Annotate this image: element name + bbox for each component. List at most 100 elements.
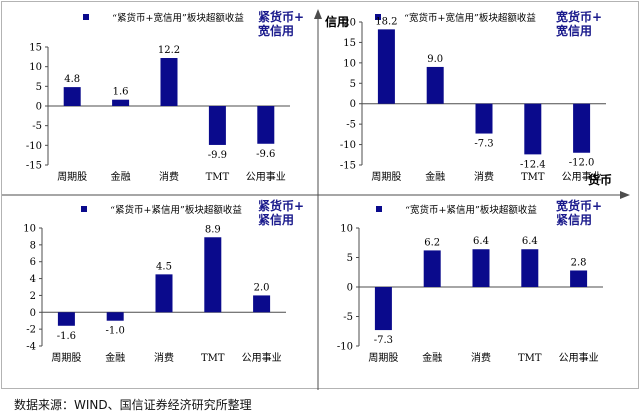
quadrant-vertical-arrowhead xyxy=(314,9,322,19)
x-tick-label: 周期股 xyxy=(57,171,87,183)
y-tick-label: -15 xyxy=(340,161,356,172)
chart-title: “紧货币+宽信用”板块超额收益 xyxy=(112,12,244,24)
data-label: 8.9 xyxy=(205,224,221,235)
data-label: -12.4 xyxy=(520,159,546,170)
data-label: 12.2 xyxy=(158,45,180,56)
y-tick-label: 5 xyxy=(36,82,42,93)
x-tick-label: TMT xyxy=(206,172,230,183)
y-tick-label: -4 xyxy=(26,342,36,353)
bar xyxy=(204,237,222,313)
x-tick-label: 消费 xyxy=(154,351,174,364)
bar xyxy=(106,312,124,321)
credit-axis-label: 信用 xyxy=(325,14,349,29)
bar xyxy=(253,295,271,313)
chart-title: “紧货币+紧信用”板块超额收益 xyxy=(110,204,242,216)
figure-frame xyxy=(1,1,639,389)
y-tick-label: 5 xyxy=(350,79,356,90)
y-tick-label: -10 xyxy=(26,141,42,152)
data-label: 6.4 xyxy=(522,236,538,247)
bar xyxy=(160,58,178,106)
data-label: -9.6 xyxy=(256,149,275,160)
bar xyxy=(570,270,588,287)
chart-panels: “紧货币+宽信用”板块超额收益 紧货币+宽信用-15-10-50510154.8周… xyxy=(23,9,606,364)
bar xyxy=(208,106,226,145)
quadrant-label: 宽信用 xyxy=(257,23,294,38)
quadrant-label: 宽货币+ xyxy=(555,9,602,24)
y-tick-label: 0 xyxy=(350,99,356,110)
bar xyxy=(573,103,591,153)
data-label: -1.0 xyxy=(106,326,125,337)
x-tick-label: 公用事业 xyxy=(242,351,282,364)
y-tick-label: 4 xyxy=(30,274,36,285)
quadrant-label: 宽信用 xyxy=(555,23,592,38)
y-tick-label: 0 xyxy=(30,308,36,319)
quadrant-label: 宽货币+ xyxy=(555,198,602,213)
y-tick-label: -5 xyxy=(346,120,356,131)
data-label: 2.0 xyxy=(254,282,270,293)
y-tick-label: 10 xyxy=(29,62,42,73)
y-tick-label: 15 xyxy=(29,43,42,54)
bar xyxy=(472,249,490,287)
bar xyxy=(112,99,130,106)
x-tick-label: 金融 xyxy=(422,351,442,364)
x-tick-label: 消费 xyxy=(159,170,179,183)
x-tick-label: 金融 xyxy=(425,170,445,183)
y-tick-label: -10 xyxy=(337,342,353,353)
money-axis-label: 货币 xyxy=(588,172,612,187)
x-tick-label: 公用事业 xyxy=(246,170,286,183)
y-tick-label: 10 xyxy=(343,58,356,69)
data-label: 4.5 xyxy=(156,261,172,272)
quadrant-label: 紧信用 xyxy=(258,212,294,227)
chart-panel-4: “宽货币+紧信用”板块超额收益 宽货币+紧信用 -10 -5 0 5 10 -7.3 周期股 6.… xyxy=(337,198,603,364)
data-label: 4.8 xyxy=(64,74,80,85)
y-tick-label: 10 xyxy=(340,224,353,235)
y-tick-label: 8 xyxy=(30,240,36,251)
x-tick-label: TMT xyxy=(518,353,542,364)
y-tick-label: 15 xyxy=(343,38,356,49)
legend-swatch xyxy=(376,206,382,212)
x-tick-label: TMT xyxy=(201,353,225,364)
legend-swatch xyxy=(81,206,87,212)
x-tick-label: 金融 xyxy=(105,351,125,364)
data-label: 2.8 xyxy=(571,257,587,268)
legend-swatch xyxy=(375,14,381,20)
x-tick-label: 周期股 xyxy=(368,352,398,364)
y-tick-label: -10 xyxy=(340,140,356,151)
data-label: 9.0 xyxy=(427,54,443,65)
data-label: 6.4 xyxy=(473,236,489,247)
bar xyxy=(524,103,542,155)
bar xyxy=(426,66,444,104)
quadrant-horizontal-arrowhead xyxy=(620,191,630,199)
y-tick-label: 0 xyxy=(36,102,42,113)
y-tick-label: -15 xyxy=(26,161,42,172)
bar xyxy=(374,287,392,331)
data-label: -9.9 xyxy=(208,150,227,161)
data-label: 6.2 xyxy=(424,237,440,248)
x-tick-label: 公用事业 xyxy=(559,351,599,364)
quadrant-label: 紧信用 xyxy=(556,212,592,227)
quadrant-axes: 信用 货币 xyxy=(2,9,630,390)
data-label: -7.3 xyxy=(474,139,493,150)
chart-panel-1: “紧货币+宽信用”板块超额收益 紧货币+宽信用 -15 -10 -5 0 5 10 15 4.8 周… xyxy=(26,9,304,183)
legend-swatch xyxy=(83,14,89,20)
x-tick-label: 公用事业 xyxy=(562,170,602,183)
data-label: -7.3 xyxy=(374,335,393,346)
quadrant-label: 紧货币+ xyxy=(258,9,304,24)
x-tick-label: 周期股 xyxy=(51,352,81,364)
chart-panel-2: “宽货币+宽信用”板块超额收益 宽货币+宽信用 -15 -10 -5 0 5 10 15 20 18… xyxy=(340,9,606,183)
data-label: 1.6 xyxy=(113,87,129,98)
y-tick-label: -5 xyxy=(343,312,353,323)
y-tick-label: 5 xyxy=(347,253,353,264)
bar xyxy=(475,103,493,134)
x-tick-label: TMT xyxy=(521,172,545,183)
bar xyxy=(63,87,81,106)
bar xyxy=(155,274,173,313)
x-tick-label: 周期股 xyxy=(371,171,401,183)
chart-title: “宽货币+宽信用”板块超额收益 xyxy=(404,12,536,24)
data-label: -12.0 xyxy=(569,158,595,169)
bar xyxy=(521,249,539,287)
bar xyxy=(377,29,395,104)
y-tick-label: 20 xyxy=(343,18,356,29)
bar xyxy=(57,312,75,326)
